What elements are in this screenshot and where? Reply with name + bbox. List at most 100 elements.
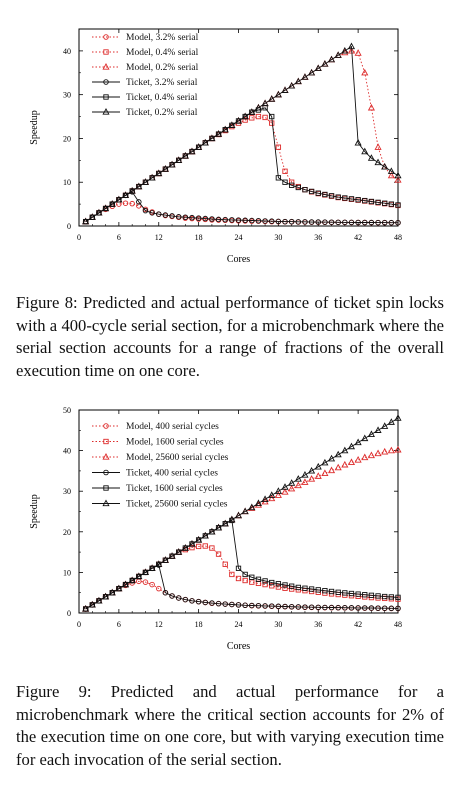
data-point: [175, 548, 183, 555]
data-point: [103, 49, 109, 55]
y-tick-label: 40: [63, 447, 71, 456]
data-point: [308, 219, 315, 225]
data-point: [281, 483, 289, 490]
data-point: [354, 455, 362, 463]
data-point: [175, 595, 182, 601]
data-point: [268, 494, 276, 502]
data-point: [215, 130, 223, 137]
data-point: [162, 589, 169, 596]
data-point: [222, 561, 228, 567]
data-point: [387, 167, 395, 174]
data-point: [162, 212, 169, 218]
data-point: [102, 592, 110, 600]
x-tick-label: 18: [195, 620, 203, 629]
data-point: [103, 485, 109, 491]
data-point: [161, 556, 169, 563]
data-point: [228, 121, 236, 128]
data-point: [282, 582, 288, 588]
data-point: [302, 187, 308, 193]
data-point: [228, 515, 236, 523]
data-point: [289, 583, 295, 589]
y-tick-label: 30: [63, 487, 71, 496]
data-point: [222, 216, 228, 223]
figure-8-chart: 0 6 12 18 24 30 36 42 48 0 10 20 30 40 Cores Speedup Mod…: [0, 0, 475, 280]
data-point: [155, 169, 163, 177]
data-point: [195, 535, 203, 543]
data-point: [347, 46, 356, 54]
data-point: [155, 585, 162, 592]
legend-entry: Model, 25600 serial cycles: [126, 453, 229, 463]
data-point: [208, 527, 216, 535]
data-point: [321, 469, 329, 476]
series-line: [85, 116, 399, 222]
data-point: [102, 499, 110, 507]
data-point: [388, 219, 395, 226]
data-point: [268, 603, 275, 609]
data-point: [289, 182, 295, 188]
data-point: [315, 190, 321, 196]
data-point: [289, 586, 295, 592]
data-point: [141, 178, 150, 185]
data-point: [282, 585, 288, 591]
data-point: [355, 219, 361, 226]
data-point: [388, 594, 395, 600]
y-tick-label: 50: [63, 406, 71, 415]
data-point: [348, 196, 355, 202]
data-point: [88, 600, 96, 608]
data-point: [103, 438, 109, 445]
data-point: [255, 217, 262, 224]
y-tick-label: 10: [63, 568, 71, 577]
data-point: [308, 466, 316, 474]
data-point: [262, 581, 268, 588]
data-point: [102, 108, 110, 115]
data-point: [347, 458, 356, 466]
data-point: [102, 63, 110, 70]
data-point: [88, 213, 96, 220]
data-point: [274, 90, 282, 98]
data-point: [374, 158, 382, 166]
data-point: [282, 603, 288, 610]
data-point: [248, 108, 256, 115]
data-point: [188, 540, 196, 547]
data-point: [82, 604, 90, 612]
series-3: [82, 562, 401, 612]
data-point: [382, 593, 388, 600]
data-point: [362, 219, 368, 226]
y-tick-label: 0: [67, 222, 71, 231]
x-tick-label: 0: [77, 620, 81, 629]
data-point: [322, 588, 328, 594]
y-tick-label: 40: [63, 47, 71, 56]
data-point: [334, 450, 342, 458]
data-point: [295, 584, 301, 591]
data-point: [381, 605, 388, 611]
data-point: [128, 187, 136, 194]
figure-8-plot: 0 6 12 18 24 30 36 42 48 0 10 20 30 40 Cores Speedup Mod…: [29, 28, 402, 265]
data-point: [288, 484, 296, 492]
data-point: [189, 214, 195, 221]
data-point: [335, 589, 341, 595]
data-point: [108, 588, 116, 596]
data-point: [242, 571, 248, 578]
data-point: [374, 426, 382, 433]
data-point: [189, 598, 195, 604]
data-point: [362, 592, 368, 598]
data-point: [249, 574, 255, 580]
data-point: [95, 596, 103, 604]
data-point: [181, 544, 189, 551]
series-1: [82, 543, 401, 612]
data-point: [321, 458, 329, 466]
data-point: [261, 99, 269, 107]
data-point: [95, 208, 103, 216]
data-point: [181, 152, 189, 159]
y-tick-label: 20: [63, 528, 71, 537]
data-point: [254, 499, 262, 507]
data-point: [229, 571, 235, 578]
data-point: [289, 179, 295, 185]
data-point: [308, 586, 315, 592]
data-point: [368, 219, 375, 226]
y-tick-label: 0: [67, 609, 71, 618]
data-point: [281, 86, 289, 93]
data-point: [395, 605, 401, 612]
data-point: [242, 602, 248, 609]
data-point: [108, 200, 116, 207]
